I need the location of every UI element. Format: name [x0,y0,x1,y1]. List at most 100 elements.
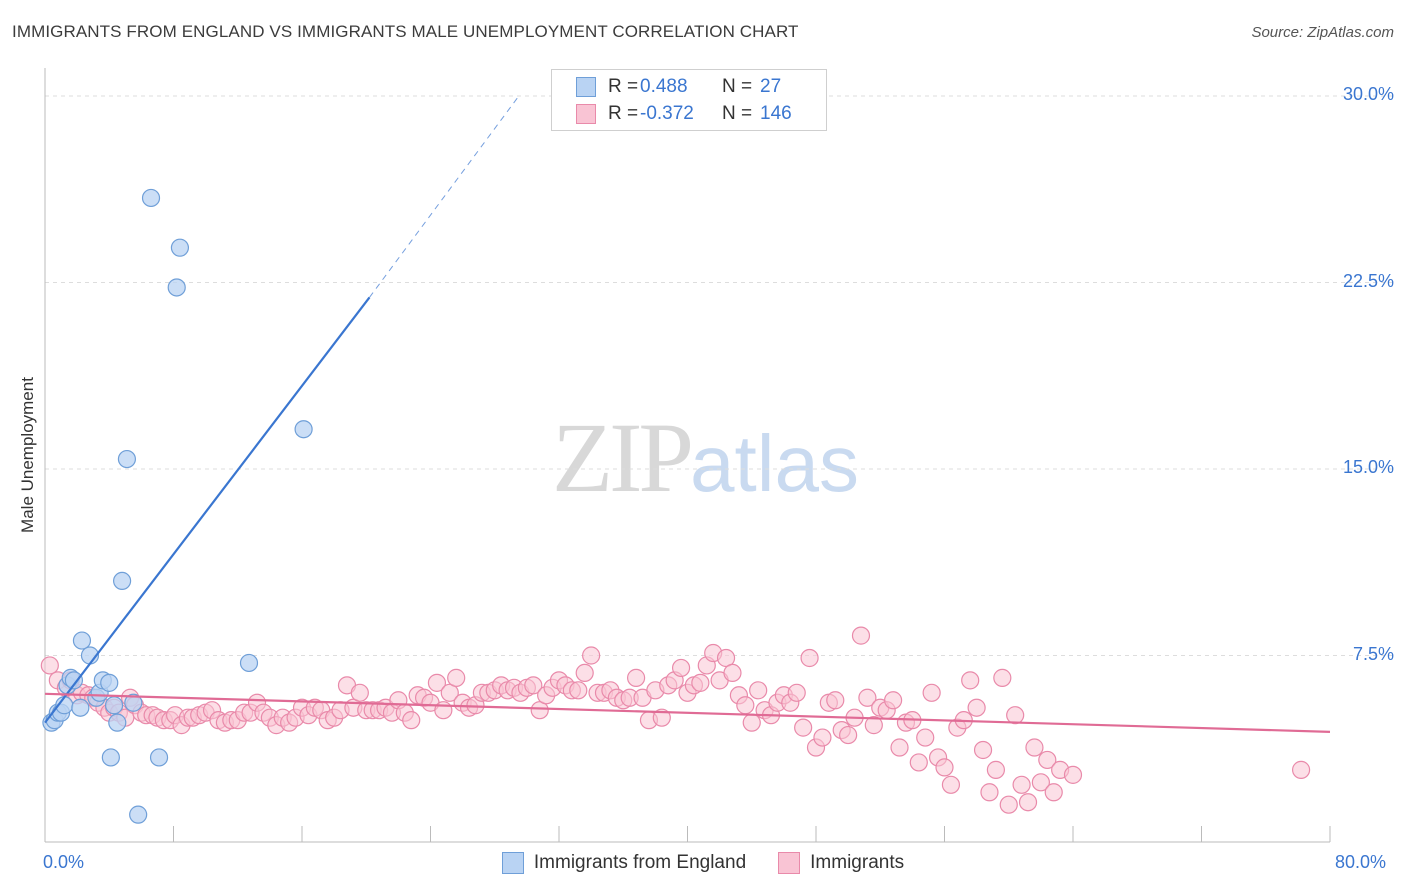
data-point-england [117,449,137,469]
data-point-immigrants [916,728,935,747]
data-point-immigrants [967,698,986,717]
data-point-immigrants [890,738,909,757]
watermark-zip: ZIP [552,402,694,513]
watermark-atlas: atlas [690,419,859,508]
series-legend: Immigrants from England Immigrants [0,852,1406,874]
data-point-immigrants [961,671,980,690]
legend-label-immigrants: Immigrants [810,852,905,873]
legend-swatch-blue [576,77,596,97]
legend-swatch-pink [576,104,596,124]
data-point-england [170,238,190,257]
legend-item-england[interactable]: Immigrants from England [501,852,747,874]
legend-n-value: 27 [760,76,782,97]
data-point-immigrants [813,728,832,747]
correlation-legend: R = 0.488 N = 27 R = -0.372 N = 146 [551,69,827,131]
data-point-immigrants [1018,793,1038,812]
legend-r-label: R = [608,76,639,97]
data-point-immigrants [826,691,845,710]
data-point-england [294,420,313,439]
data-point-immigrants [858,688,877,707]
data-point-immigrants [883,691,903,710]
data-point-immigrants [993,668,1012,687]
data-point-immigrants [794,718,813,737]
data-point-immigrants [922,683,941,702]
data-point-immigrants [1044,783,1063,802]
data-point-england [129,805,148,824]
data-point-immigrants [935,758,954,777]
data-point-immigrants [742,713,761,732]
data-point-immigrants [973,740,993,760]
series-immigrants-from-england [42,188,313,824]
legend-row-england: R = 0.488 N = 27 [576,75,781,99]
data-point-immigrants [582,646,601,665]
data-point-immigrants [864,716,883,735]
trend-line-england-extension [369,95,520,298]
data-point-england [100,673,119,692]
series-immigrants [40,626,1311,814]
data-point-immigrants [1031,773,1050,792]
x-tick-label-max: 80.0% [1335,852,1387,872]
data-point-england [104,696,124,715]
source-credit: Source: ZipAtlas.com [1251,24,1394,41]
y-tick-label: 22.5% [1342,270,1394,291]
data-point-immigrants [652,708,671,727]
data-point-immigrants [691,673,710,692]
data-point-immigrants [1006,706,1025,725]
legend-n-label: N = [722,76,753,97]
data-point-immigrants [1012,775,1031,794]
data-point-england [167,278,186,297]
data-point-england [239,653,259,673]
legend-swatch-blue [501,852,524,874]
data-point-immigrants [749,681,768,700]
legend-r-value: -0.372 [640,103,694,124]
data-point-immigrants [980,783,999,802]
data-point-immigrants [986,760,1006,779]
chart-title: IMMIGRANTS FROM ENGLAND VS IMMIGRANTS MA… [12,22,799,41]
data-point-immigrants [800,648,819,668]
legend-label-england: Immigrants from England [533,852,747,873]
data-point-england [64,671,84,690]
trend-line-immigrants [44,692,1331,733]
data-point-england [124,693,143,712]
y-tick-label: 7.5% [1352,643,1394,664]
data-point-immigrants [736,696,755,715]
trend-lines [44,95,1331,733]
x-tick-label-min: 0.0% [43,852,85,872]
gridlines [45,95,1395,656]
y-tick-label: 30.0% [1342,84,1394,104]
data-point-immigrants [1025,738,1044,757]
data-point-england [71,698,90,717]
data-point-england [108,713,127,732]
legend-swatch-pink [778,852,801,874]
data-point-immigrants [723,663,742,683]
legend-n-label: N = [722,103,753,124]
data-point-immigrants [447,668,466,687]
y-tick-label: 15.0% [1342,457,1394,477]
data-point-immigrants [1063,765,1083,784]
data-point-immigrants [575,663,594,683]
data-point-immigrants [999,795,1018,814]
legend-r-label: R = [608,103,639,124]
data-point-immigrants [350,683,369,702]
legend-row-immigrants: R = -0.372 N = 146 [576,102,792,126]
data-point-immigrants [524,676,543,695]
data-point-immigrants [787,683,806,702]
data-point-england [141,188,161,208]
data-point-england [149,748,169,767]
data-point-immigrants [839,725,858,745]
data-point-immigrants [40,656,59,675]
data-point-england [112,571,132,591]
data-point-immigrants [909,753,928,772]
trend-line-england [44,296,371,724]
data-point-immigrants [569,681,588,700]
legend-item-immigrants[interactable]: Immigrants [778,852,904,874]
data-point-immigrants [402,711,421,730]
axes [44,68,1331,843]
data-point-immigrants [941,775,961,794]
watermark: ZIPatlas [552,400,859,515]
data-point-immigrants [626,668,646,687]
legend-r-value: 0.488 [640,76,688,97]
data-point-england [101,748,120,767]
data-point-immigrants [1038,750,1057,770]
